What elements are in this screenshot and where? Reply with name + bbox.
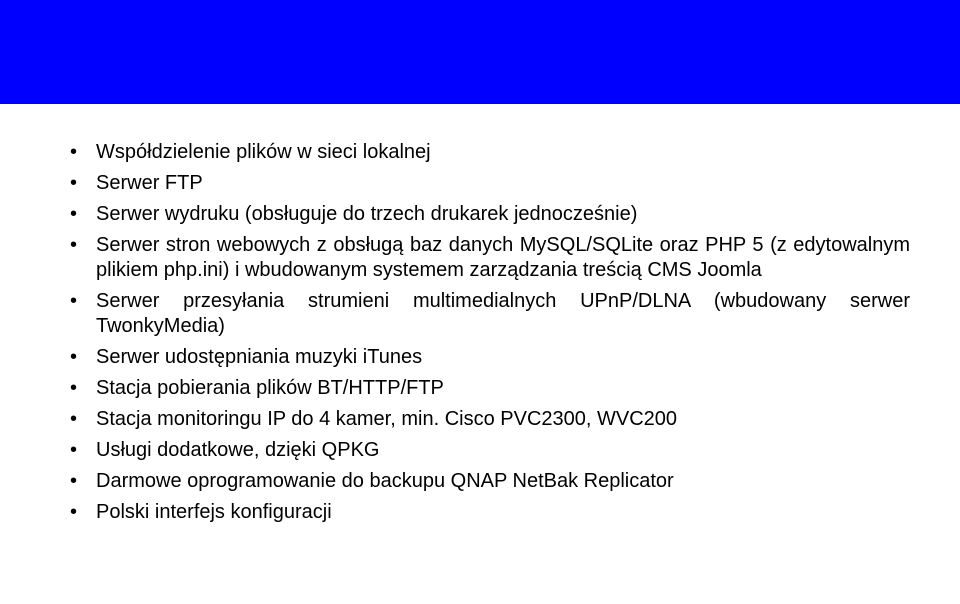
list-item: Stacja pobierania plików BT/HTTP/FTP (58, 376, 910, 401)
slide-title: Funkcjonalność (108, 0, 389, 38)
bullet-text: Darmowe oprogramowanie do backupu QNAP N… (96, 470, 674, 492)
bullet-list: Współdzielenie plików w sieci lokalnej S… (58, 140, 910, 525)
content-area: Współdzielenie plików w sieci lokalnej S… (0, 104, 960, 525)
bullet-text: Serwer FTP (96, 172, 203, 194)
list-item: Współdzielenie plików w sieci lokalnej (58, 140, 910, 165)
title-bar: Funkcjonalność (0, 0, 960, 104)
list-item: Usługi dodatkowe, dzięki QPKG (58, 438, 910, 463)
list-item: Serwer stron webowych z obsługą baz dany… (58, 233, 910, 283)
bullet-text: Usługi dodatkowe, dzięki QPKG (96, 439, 379, 461)
bullet-text: Polski interfejs konfiguracji (96, 501, 332, 523)
list-item: Darmowe oprogramowanie do backupu QNAP N… (58, 469, 910, 494)
bullet-text: Stacja monitoringu IP do 4 kamer, min. C… (96, 408, 677, 430)
list-item: Polski interfejs konfiguracji (58, 500, 910, 525)
bullet-text: Serwer wydruku (obsługuje do trzech druk… (96, 203, 637, 225)
list-item: Stacja monitoringu IP do 4 kamer, min. C… (58, 407, 910, 432)
bullet-text: Współdzielenie plików w sieci lokalnej (96, 141, 431, 163)
list-item: Serwer wydruku (obsługuje do trzech druk… (58, 202, 910, 227)
bullet-text: Stacja pobierania plików BT/HTTP/FTP (96, 377, 444, 399)
list-item: Serwer FTP (58, 171, 910, 196)
bullet-text: Serwer udostępniania muzyki iTunes (96, 346, 422, 368)
bullet-text: Serwer przesyłania strumieni multimedial… (96, 290, 910, 337)
bullet-text: Serwer stron webowych z obsługą baz dany… (96, 234, 910, 281)
list-item: Serwer przesyłania strumieni multimedial… (58, 289, 910, 339)
list-item: Serwer udostępniania muzyki iTunes (58, 345, 910, 370)
